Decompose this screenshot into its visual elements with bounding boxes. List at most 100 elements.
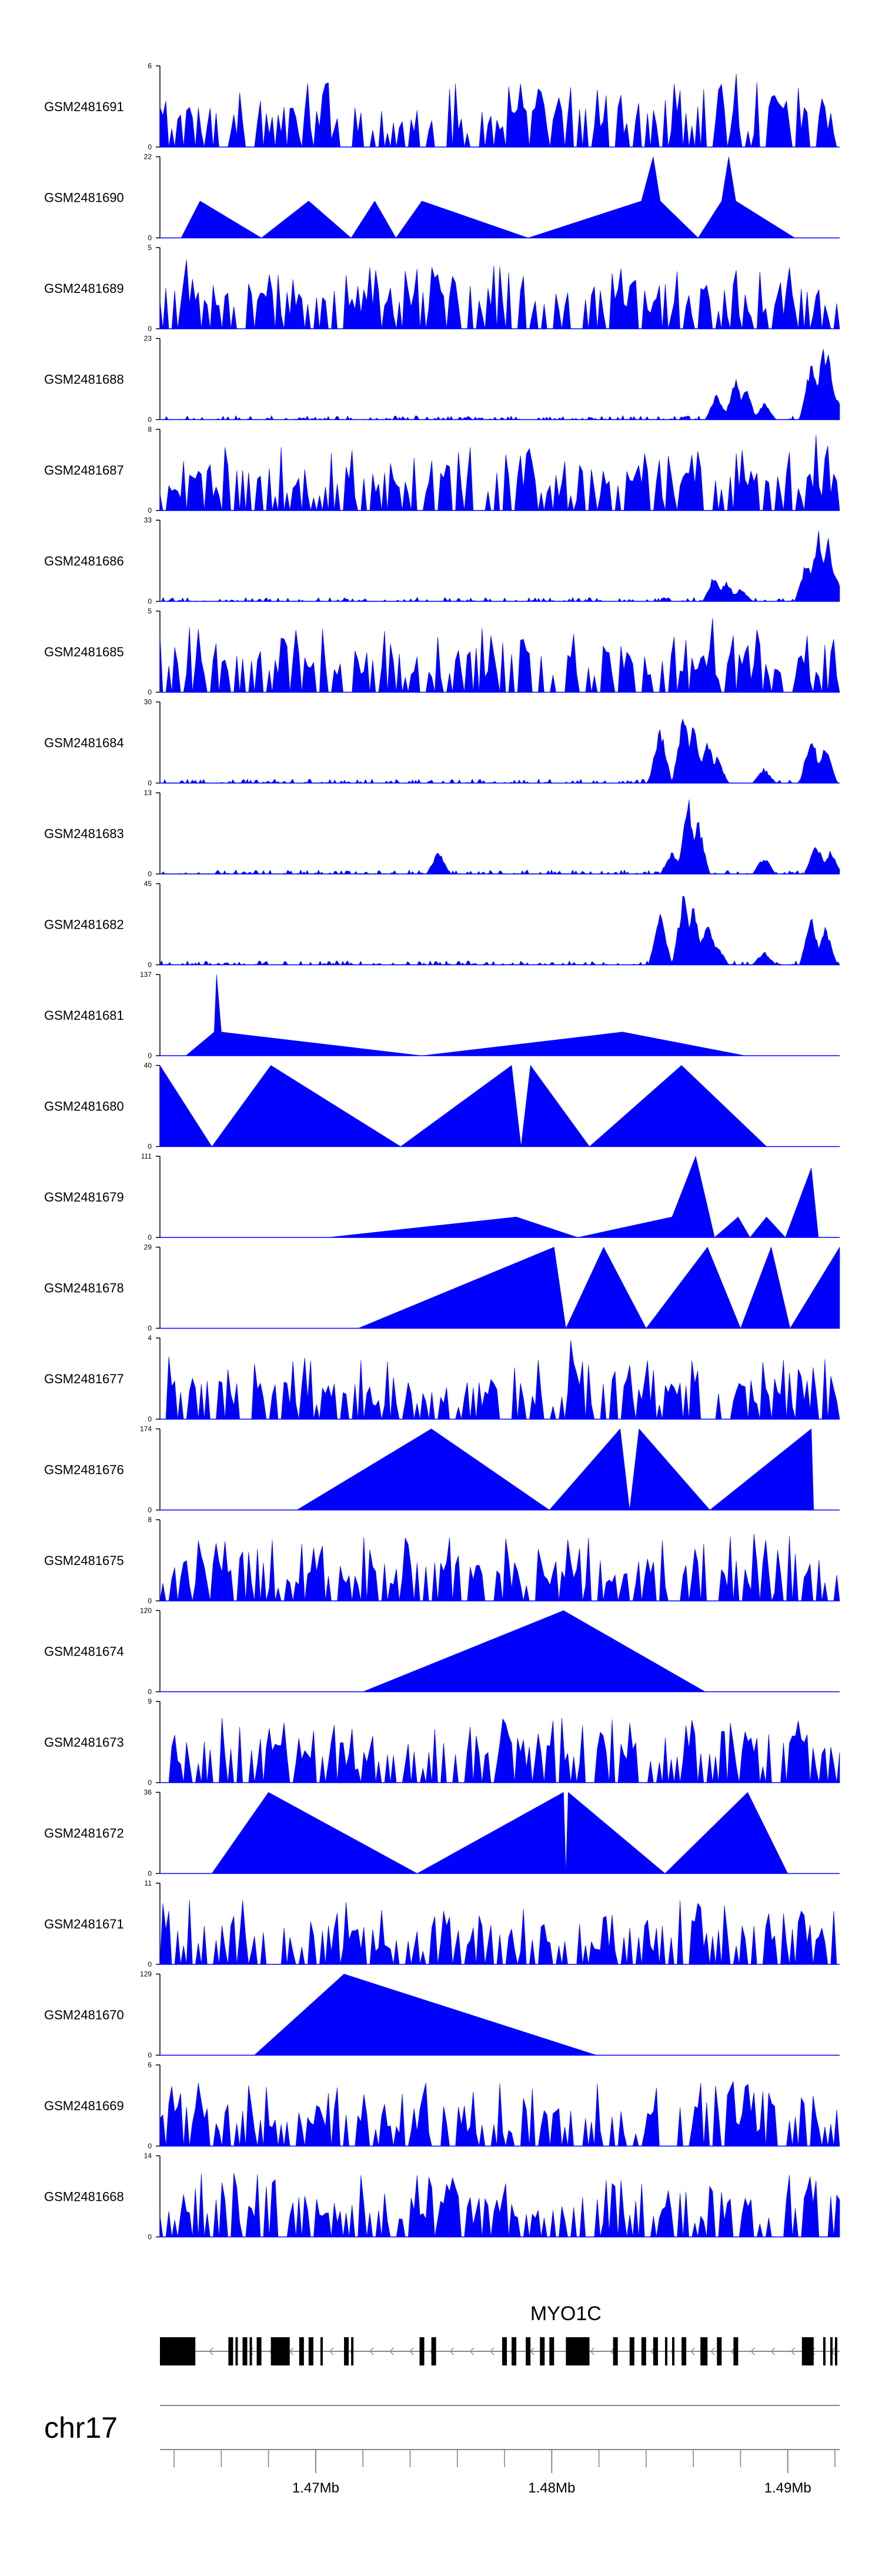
coverage-area (159, 530, 840, 602)
strand-arrow-icon (790, 2347, 796, 2355)
strand-arrow-icon (590, 2347, 595, 2355)
exon (502, 2337, 507, 2365)
track-GSM2481679: GSM2481679 111 0 (44, 1152, 840, 1242)
track-label: GSM2481684 (44, 736, 124, 750)
y-zero-label: 0 (148, 688, 152, 696)
track-GSM2481682: GSM2481682 45 0 (44, 880, 840, 969)
y-max-label: 6 (148, 2061, 152, 2069)
gene-track: MYO1C (160, 2303, 840, 2365)
y-max-label: 9 (148, 1697, 152, 1706)
strand-arrow-icon (389, 2347, 394, 2355)
track-label: GSM2481676 (44, 1463, 124, 1477)
y-zero-label: 0 (148, 1324, 152, 1333)
track-GSM2481691: GSM2481691 6 0 (44, 62, 840, 151)
coverage-area (159, 1900, 840, 1965)
y-zero-label: 0 (148, 598, 152, 606)
track-GSM2481670: GSM2481670 129 0 (44, 1970, 840, 2060)
coverage-area (160, 1340, 840, 1420)
track-GSM2481677: GSM2481677 4 0 (44, 1334, 840, 1423)
track-label: GSM2481674 (44, 1644, 124, 1659)
track-label: GSM2481671 (44, 1917, 124, 1931)
chromosome-label: chr17 (44, 2411, 118, 2444)
strand-arrow-icon (489, 2347, 495, 2355)
track-label: GSM2481691 (44, 99, 124, 114)
y-zero-label: 0 (148, 870, 152, 878)
y-max-label: 33 (144, 516, 152, 525)
track-GSM2481680: GSM2481680 40 0 (44, 1062, 840, 1151)
strand-arrow-icon (369, 2347, 374, 2355)
exon (419, 2337, 425, 2365)
coverage-area (159, 74, 840, 148)
exon (344, 2337, 349, 2365)
coverage-area (159, 349, 840, 421)
gene-name-label: MYO1C (530, 2303, 602, 2325)
y-zero-label: 0 (148, 1506, 152, 1514)
strand-arrow-icon (449, 2347, 455, 2355)
y-zero-label: 0 (148, 2142, 152, 2150)
track-GSM2481683: GSM2481683 13 0 (44, 789, 840, 878)
exon (549, 2337, 554, 2365)
exon (526, 2337, 531, 2365)
coverage-area (211, 1791, 789, 1874)
exon (613, 2337, 618, 2365)
track-GSM2481687: GSM2481687 8 0 (44, 425, 840, 515)
exon (235, 2337, 238, 2365)
exon (641, 2337, 646, 2365)
exon (242, 2337, 248, 2365)
y-zero-label: 0 (148, 1870, 152, 1878)
track-GSM2481676: GSM2481676 174 0 (44, 1425, 840, 1514)
track-label: GSM2481670 (44, 2008, 124, 2023)
y-max-label: 120 (140, 1607, 152, 1615)
y-max-label: 6 (148, 62, 152, 70)
coverage-area (358, 1246, 840, 1329)
y-zero-label: 0 (148, 1415, 152, 1423)
track-label: GSM2481673 (44, 1735, 124, 1750)
coverage-area (159, 2081, 840, 2147)
coverage-area (159, 799, 840, 875)
y-zero-label: 0 (148, 1778, 152, 1787)
coverage-area (363, 1610, 706, 1692)
track-label: GSM2481669 (44, 2098, 124, 2113)
strand-arrow-icon (329, 2347, 334, 2355)
coverage-area (159, 618, 840, 693)
track-label: GSM2481687 (44, 463, 124, 478)
track-GSM2481672: GSM2481672 36 0 (44, 1788, 840, 1878)
coverage-area (159, 435, 840, 511)
y-zero-label: 0 (148, 2233, 152, 2241)
y-max-label: 29 (144, 1243, 152, 1252)
gene-structure (160, 2337, 840, 2365)
track-GSM2481684: GSM2481684 30 0 (44, 698, 840, 788)
track-GSM2481678: GSM2481678 29 0 (44, 1243, 840, 1333)
exon (566, 2337, 590, 2365)
y-zero-label: 0 (148, 1960, 152, 1968)
strand-arrow-icon (409, 2347, 414, 2355)
exon (431, 2337, 436, 2365)
track-label: GSM2481683 (44, 826, 124, 841)
strand-arrow-icon (690, 2347, 695, 2355)
axis-tick-label: 1.49Mb (764, 2480, 811, 2496)
y-zero-label: 0 (148, 143, 152, 151)
exon (664, 2337, 667, 2365)
y-max-label: 11 (145, 1879, 152, 1887)
y-max-label: 8 (148, 1516, 152, 1524)
track-label: GSM2481689 (44, 281, 124, 296)
exon (320, 2337, 323, 2365)
strand-arrow-icon (650, 2347, 655, 2355)
y-zero-label: 0 (148, 506, 152, 515)
y-zero-label: 0 (148, 779, 152, 788)
exon (270, 2337, 290, 2365)
track-label: GSM2481690 (44, 191, 124, 205)
coverage-area (159, 718, 840, 784)
y-zero-label: 0 (148, 416, 152, 424)
y-max-label: 22 (144, 153, 152, 161)
exon (700, 2337, 708, 2365)
y-max-label: 30 (144, 698, 152, 706)
y-max-label: 14 (144, 2152, 152, 2160)
y-max-label: 5 (148, 607, 152, 615)
axis-ticks: 1.47Mb 1.48Mb 1.49Mb (160, 2405, 840, 2496)
axis-tick-label: 1.48Mb (528, 2480, 575, 2496)
exon (249, 2337, 252, 2365)
y-max-label: 5 (148, 243, 152, 252)
track-GSM2481690: GSM2481690 22 0 (44, 153, 840, 242)
